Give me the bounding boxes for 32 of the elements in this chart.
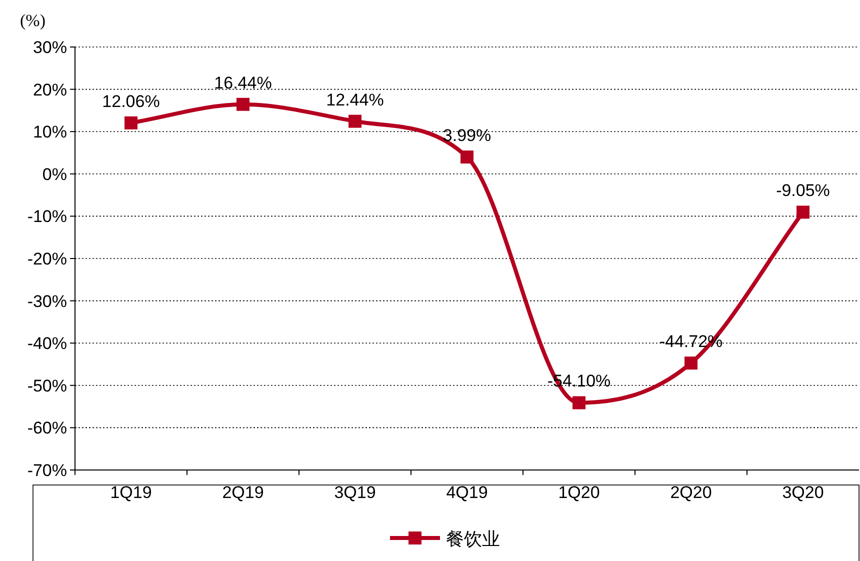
- x-tick-label: 3Q20: [782, 483, 824, 502]
- y-tick-label: 10%: [32, 122, 67, 142]
- x-tick-label: 1Q20: [558, 483, 600, 502]
- y-axis-title: (%): [20, 11, 46, 30]
- data-label: 16.44%: [214, 73, 272, 92]
- y-tick-label: 30%: [32, 38, 67, 57]
- point: [796, 206, 810, 219]
- data-label: 3.99%: [442, 126, 492, 146]
- data-label: -9.05%: [776, 181, 830, 200]
- point: [684, 356, 698, 370]
- x-tick-label: 4Q19: [446, 483, 488, 502]
- point: [124, 116, 138, 130]
- x-tick-label: 3Q19: [334, 483, 376, 502]
- y-tick-label: -70%: [27, 461, 67, 480]
- y-tick-label: -10%: [27, 207, 67, 226]
- legend-label: 餐饮业: [446, 529, 500, 549]
- x-tick-label: 2Q20: [670, 483, 712, 502]
- x-tick-label: 2Q19: [222, 483, 264, 502]
- y-tick-label: -40%: [27, 334, 67, 354]
- data-label: 12.06%: [102, 92, 160, 111]
- point: [572, 396, 586, 410]
- x-tick-label: 1Q19: [110, 483, 152, 502]
- y-tick-label: -20%: [27, 250, 67, 268]
- y-tick-label: -50%: [27, 376, 67, 396]
- point: [236, 98, 250, 111]
- point: [460, 150, 474, 164]
- y-tick-label: 20%: [32, 80, 67, 100]
- y-tick-label: 0%: [42, 164, 67, 184]
- point: [348, 114, 362, 128]
- y-tick-label: -30%: [27, 292, 67, 311]
- data-label: 12.44%: [326, 90, 384, 110]
- y-tick-label: -60%: [27, 418, 67, 438]
